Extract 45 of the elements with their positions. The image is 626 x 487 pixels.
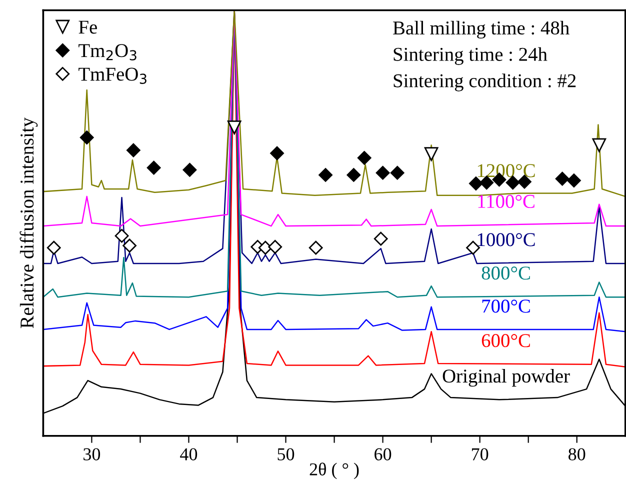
x-tick-label: 50 bbox=[278, 448, 294, 460]
legend-label: TmFeO$_{3}$ bbox=[78, 68, 146, 84]
x-axis-title: 2θ ( ° ) bbox=[310, 462, 359, 480]
x-tick-label: 30 bbox=[84, 448, 100, 460]
x-tick-label: 80 bbox=[568, 448, 586, 460]
series-label: 800°C bbox=[482, 266, 530, 280]
annotation: Sintering time : 24h bbox=[394, 47, 548, 65]
point bbox=[424, 147, 438, 162]
legend-label: Tm$_{2}$O$_{3}$ bbox=[78, 44, 136, 60]
point bbox=[466, 240, 480, 255]
series-label: 700°C bbox=[482, 300, 530, 313]
point bbox=[182, 162, 197, 177]
point bbox=[592, 138, 606, 152]
point bbox=[227, 120, 242, 134]
legend-label: Fe bbox=[78, 20, 97, 34]
point bbox=[270, 146, 284, 160]
point bbox=[80, 130, 94, 144]
point bbox=[374, 232, 388, 246]
point bbox=[122, 238, 136, 253]
point bbox=[357, 150, 372, 165]
annotation: Sintering condition : #2 bbox=[394, 74, 576, 92]
annotation: Ball milling time : 48h bbox=[393, 20, 570, 39]
series-label: 1100°C bbox=[478, 194, 534, 208]
series-label: 1200°C bbox=[478, 164, 535, 178]
point bbox=[390, 166, 404, 180]
x-tick-label: 60 bbox=[374, 448, 392, 460]
point bbox=[376, 166, 390, 180]
point bbox=[318, 168, 332, 182]
y-axis-title: Relative diffusion intensity bbox=[20, 117, 38, 328]
point bbox=[346, 168, 361, 182]
point bbox=[126, 143, 140, 158]
point bbox=[114, 228, 129, 243]
point bbox=[146, 160, 161, 175]
point bbox=[308, 240, 323, 255]
point bbox=[258, 240, 272, 255]
series-label: Original powder bbox=[442, 368, 570, 387]
point bbox=[46, 240, 61, 255]
x-tick-label: 40 bbox=[180, 448, 198, 460]
x-tick-label: 70 bbox=[472, 448, 488, 460]
series-label: 1000°C bbox=[478, 233, 535, 246]
point bbox=[567, 174, 581, 188]
point bbox=[268, 240, 282, 254]
point bbox=[555, 172, 570, 186]
series-label: 600°C bbox=[482, 334, 530, 348]
point bbox=[469, 176, 483, 190]
